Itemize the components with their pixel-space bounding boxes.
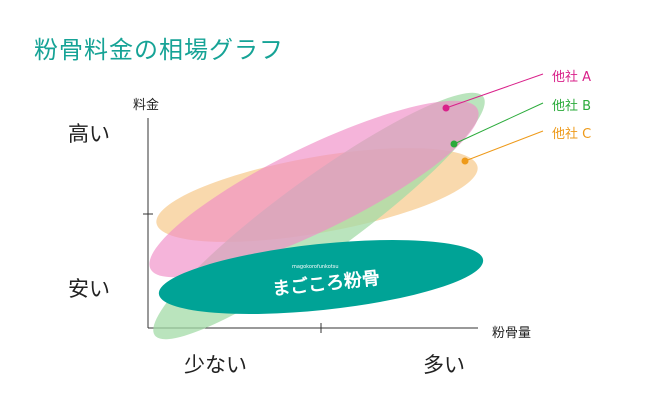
competitor-b-label: 他社 B (552, 99, 592, 114)
competitor-b-dot (450, 140, 458, 148)
competitor-c-label: 他社 C (552, 127, 592, 142)
competitor-a-ellipse (149, 100, 479, 278)
x-axis-title: 粉骨量 (492, 326, 532, 341)
competitor-c-leader (464, 130, 544, 162)
y-label-low: 安い (68, 277, 110, 301)
brand-ellipse (158, 240, 484, 314)
competitor-a-label: 他社 A (552, 70, 592, 85)
x-label-low: 少ない (184, 353, 247, 377)
competitor-b-leader (453, 102, 544, 145)
y-label-high: 高い (68, 122, 110, 146)
y-axis-title: 料金 (133, 98, 160, 113)
competitor-a-leader (445, 73, 544, 109)
brand-romaji: magokorofunkotsu (292, 264, 339, 270)
x-label-high: 多い (423, 353, 465, 377)
competitor-c-dot (461, 157, 469, 165)
competitor-a-dot (442, 104, 450, 112)
page-title: 粉骨料金の相場グラフ (34, 36, 284, 64)
